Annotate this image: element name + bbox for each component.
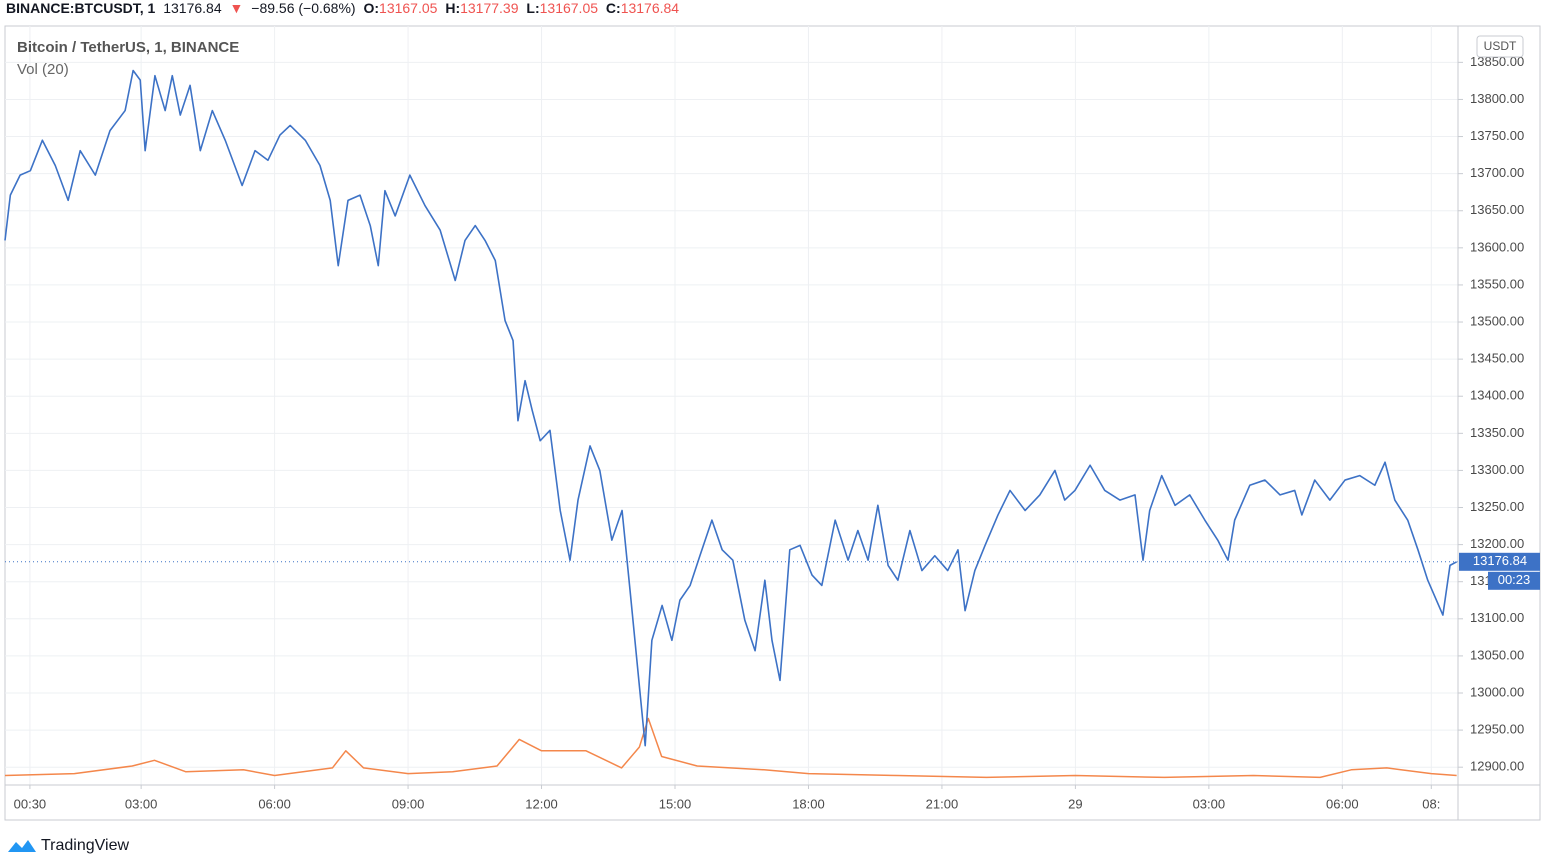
price-line [4,69,1458,747]
brand-logo [8,840,36,852]
change: −89.56 (−0.68%) [251,0,356,16]
y-tick-label: 13500.00 [1470,313,1524,328]
x-tick-label: 18:00 [792,796,825,811]
x-tick-label: 00:30 [14,796,47,811]
currency-box[interactable] [1476,35,1524,58]
close: 13176.84 [620,0,680,16]
y-tick-label: 13350.00 [1470,425,1524,440]
y-tick-label: 13000.00 [1470,684,1524,699]
countdown-tag [1488,571,1540,590]
open-label: O: [363,0,380,16]
last-price: 13176.84 [163,0,222,16]
brand: TradingView [41,837,129,854]
y-tick-label: 12900.00 [1470,759,1524,774]
y-tick-label: 13200.00 [1470,536,1524,551]
y-tick-label: 13850.00 [1470,54,1524,69]
x-tick-label: 12:00 [525,796,558,811]
y-tick-label: 13750.00 [1470,128,1524,143]
x-tick-label: 21:00 [926,796,959,811]
y-tick-label: 13050.00 [1470,647,1524,662]
x-tick-label: 03:00 [1193,796,1226,811]
x-tick-label: 03:00 [125,796,158,811]
currency[interactable]: USDT [1484,39,1517,53]
y-tick-label: 13600.00 [1470,239,1524,254]
y-tick-label: 13300.00 [1470,462,1524,477]
y-tick-label: 13100.00 [1470,610,1524,625]
last-price-tag [1459,552,1540,571]
x-tick-label: 06:00 [258,796,291,811]
change-arrow: ▼ [229,0,244,16]
high: 13177.39 [460,0,519,16]
close-label: C: [605,0,621,16]
open: 13167.05 [379,0,438,16]
x-tick-label: 15:00 [659,796,692,811]
x-tick-label: 06:00 [1326,796,1359,811]
x-tick-label: 29 [1068,796,1082,811]
y-tick-label: 12950.00 [1470,722,1524,737]
y-tick-label: 13800.00 [1470,91,1524,106]
y-tick-label: 13550.00 [1470,276,1524,291]
header: BINANCE:BTCUSDT, 1 13176.84 ▼ −89.56 (−0… [6,0,683,18]
y-tick-label: 13650.00 [1470,202,1524,217]
low-label: L: [526,0,540,16]
chart-frame [4,25,1541,821]
high-label: H: [445,0,461,16]
symbol: BINANCE:BTCUSDT, 1 [6,0,156,16]
last-price-label: 13176.84 [1473,553,1527,568]
x-tick-label: 08: [1422,796,1440,811]
series-legend: Bitcoin / TetherUS, 1, BINANCE [17,39,239,56]
volume-ma-line [4,717,1457,779]
y-tick-label: 13700.00 [1470,165,1524,180]
y-tick-label: 13400.00 [1470,388,1524,403]
y-tick-label: 13450.00 [1470,351,1524,366]
x-tick-label: 09:00 [392,796,425,811]
countdown: 00:23 [1498,572,1531,587]
low: 13167.05 [539,0,599,16]
y-tick-label: 13250.00 [1470,499,1524,514]
volume-legend: Vol (20) [17,61,69,78]
